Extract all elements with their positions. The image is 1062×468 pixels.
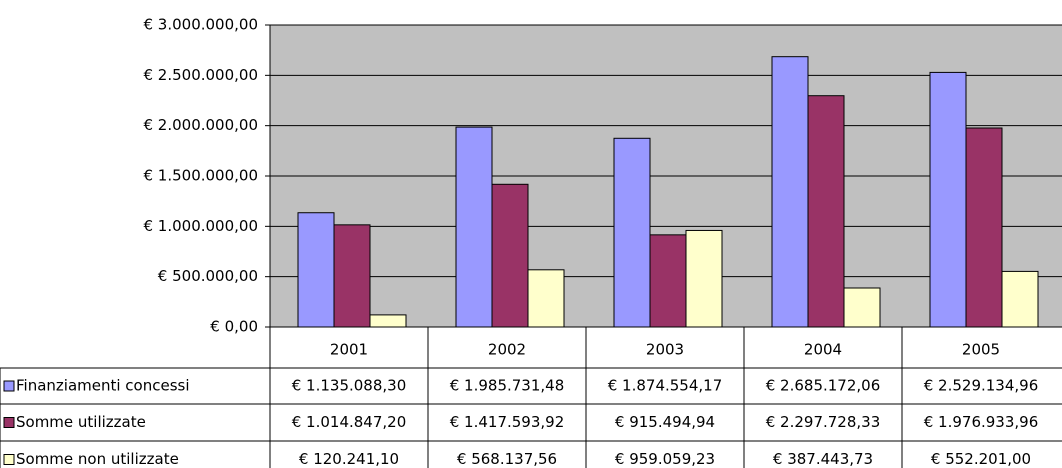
data-label: € 1.976.933,96: [924, 413, 1039, 431]
data-label: € 2.297.728,33: [766, 413, 881, 431]
bar: [369, 314, 407, 328]
y-tick-label: € 0,00: [210, 318, 258, 336]
legend-key: [3, 417, 15, 428]
y-tick-label: € 2.000.000,00: [143, 116, 258, 134]
bar: [613, 137, 651, 328]
data-label: € 1.014.847,20: [292, 413, 407, 431]
y-tick-label: € 3.000.000,00: [143, 16, 258, 34]
bar: [965, 127, 1003, 328]
bar: [649, 234, 687, 328]
y-tick-label: € 1.500.000,00: [143, 167, 258, 185]
x-tick-label: 2005: [962, 341, 1000, 359]
x-tick-label: 2001: [330, 341, 368, 359]
legend-key: [3, 380, 15, 392]
data-label: € 2.529.134,96: [924, 377, 1039, 395]
data-label: € 915.494,94: [615, 413, 715, 431]
bar: [771, 56, 809, 328]
x-tick-label: 2004: [804, 341, 842, 359]
bar: [843, 287, 881, 328]
data-label: € 1.417.593,92: [450, 413, 565, 431]
legend-label: Somme utilizzate: [16, 413, 146, 431]
bar: [455, 126, 493, 328]
bar: [333, 224, 371, 328]
data-label: € 120.241,10: [299, 450, 399, 468]
data-label: € 1.135.088,30: [292, 377, 407, 395]
x-tick-label: 2003: [646, 341, 684, 359]
data-label: € 568.137,56: [457, 450, 557, 468]
bar: [297, 212, 335, 328]
legend-label: Somme non utilizzate: [16, 450, 179, 468]
data-label: € 959.059,23: [615, 450, 715, 468]
y-tick-label: € 500.000,00: [158, 267, 258, 285]
bar: [929, 71, 967, 328]
bar: [491, 183, 529, 328]
data-label: € 387.443,73: [773, 450, 873, 468]
y-tick-label: € 1.000.000,00: [143, 217, 258, 235]
x-tick-label: 2002: [488, 341, 526, 359]
bar: [685, 229, 723, 328]
bar: [807, 95, 845, 328]
data-label: € 1.985.731,48: [450, 377, 565, 395]
data-label: € 2.685.172,06: [766, 377, 881, 395]
data-label: € 552.201,00: [931, 450, 1031, 468]
y-tick-label: € 2.500.000,00: [143, 66, 258, 84]
data-label: € 1.874.554,17: [608, 377, 723, 395]
legend-label: Finanziamenti concessi: [16, 377, 190, 395]
bar: [1001, 270, 1039, 328]
legend-key: [3, 454, 15, 465]
bar: [527, 269, 565, 328]
